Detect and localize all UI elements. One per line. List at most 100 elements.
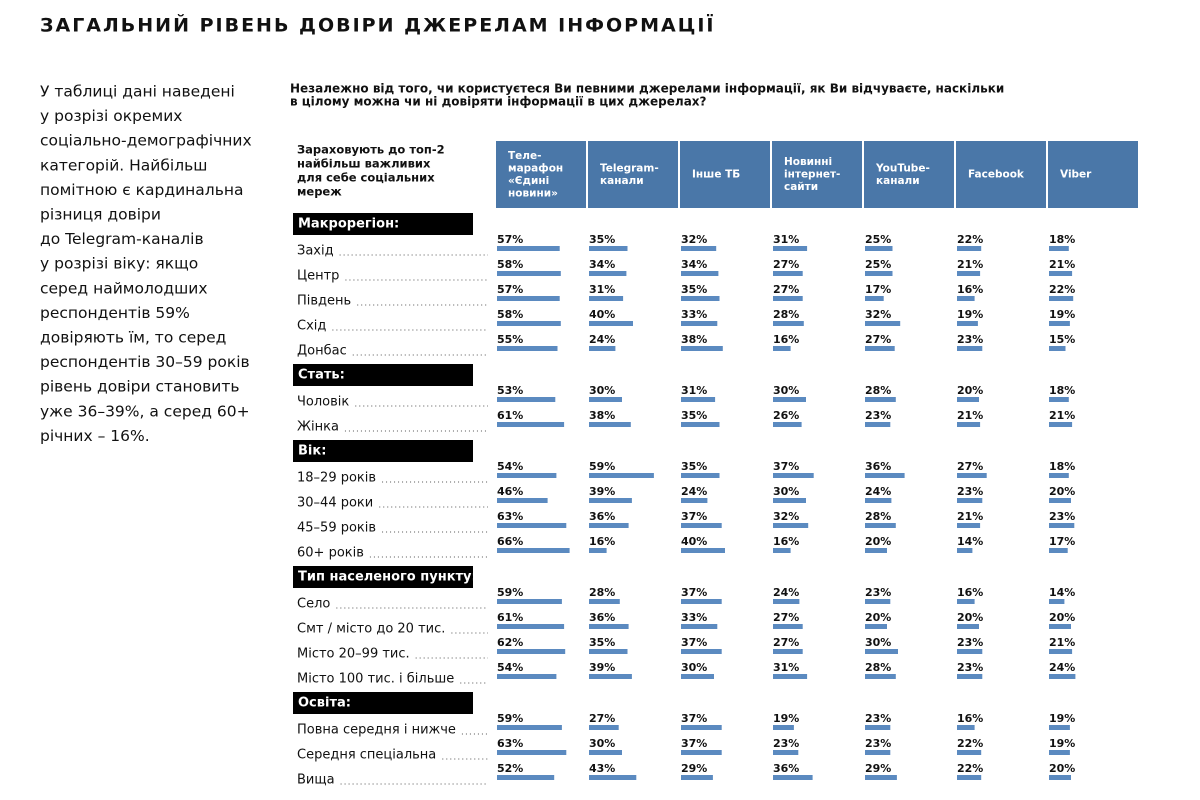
row-label: 60+ років bbox=[297, 546, 364, 561]
value-label: 35% bbox=[681, 460, 707, 473]
value-label: 23% bbox=[957, 636, 983, 649]
bar bbox=[497, 246, 560, 251]
value-label: 20% bbox=[1049, 485, 1075, 498]
value-label: 38% bbox=[681, 333, 707, 346]
row-label: Чоловік bbox=[297, 395, 349, 410]
value-label: 35% bbox=[681, 283, 707, 296]
bar bbox=[589, 271, 627, 276]
bar bbox=[1049, 321, 1070, 326]
value-label: 23% bbox=[865, 712, 891, 725]
bar bbox=[865, 296, 884, 301]
value-label: 28% bbox=[865, 510, 891, 523]
value-label: 55% bbox=[497, 333, 523, 346]
bar bbox=[497, 523, 567, 528]
column-header bbox=[680, 141, 770, 208]
intro-line: респондентів 59% bbox=[40, 304, 190, 322]
bar bbox=[773, 750, 799, 755]
row-label: Смт / місто до 20 тис. bbox=[297, 622, 445, 637]
bar bbox=[957, 346, 983, 351]
value-label: 31% bbox=[681, 384, 707, 397]
bar bbox=[497, 422, 565, 427]
bar bbox=[589, 523, 629, 528]
bar bbox=[589, 548, 607, 553]
value-label: 59% bbox=[497, 586, 523, 599]
column-header-text: канали bbox=[600, 175, 644, 187]
column-header bbox=[956, 141, 1046, 208]
bar bbox=[589, 397, 622, 402]
bar bbox=[497, 271, 561, 276]
bar bbox=[497, 498, 548, 503]
bar bbox=[681, 473, 720, 478]
value-label: 61% bbox=[497, 409, 523, 422]
bar bbox=[681, 674, 714, 679]
bar bbox=[589, 321, 633, 326]
bar bbox=[773, 473, 814, 478]
value-label: 25% bbox=[865, 258, 891, 271]
value-label: 28% bbox=[865, 661, 891, 674]
column-header-text: сайти bbox=[784, 181, 818, 193]
bar bbox=[589, 422, 631, 427]
value-label: 14% bbox=[957, 535, 983, 548]
bar bbox=[589, 725, 619, 730]
value-label: 40% bbox=[681, 535, 707, 548]
bar bbox=[1049, 498, 1071, 503]
value-label: 27% bbox=[865, 333, 891, 346]
bar bbox=[865, 422, 891, 427]
bar bbox=[773, 624, 803, 629]
value-label: 46% bbox=[497, 485, 523, 498]
row-label: Донбас bbox=[297, 344, 347, 359]
bar bbox=[773, 548, 791, 553]
row-label: Село bbox=[297, 597, 330, 612]
column-header-text: Новинні bbox=[784, 156, 832, 168]
bar bbox=[497, 624, 565, 629]
bar bbox=[957, 674, 983, 679]
row-label: 30–44 роки bbox=[297, 496, 373, 511]
group-header bbox=[293, 440, 473, 462]
bar bbox=[497, 321, 561, 326]
value-label: 15% bbox=[1049, 333, 1075, 346]
value-label: 20% bbox=[957, 384, 983, 397]
value-label: 22% bbox=[957, 233, 983, 246]
value-label: 23% bbox=[957, 333, 983, 346]
row-label: Повна середня і нижче bbox=[297, 723, 456, 738]
column-header-text: канали bbox=[876, 175, 920, 187]
bar bbox=[497, 775, 555, 780]
value-label: 30% bbox=[865, 636, 891, 649]
bar bbox=[1049, 750, 1070, 755]
bar bbox=[865, 548, 887, 553]
value-label: 16% bbox=[773, 333, 799, 346]
value-label: 17% bbox=[1049, 535, 1075, 548]
value-label: 19% bbox=[773, 712, 799, 725]
value-label: 23% bbox=[865, 737, 891, 750]
value-label: 39% bbox=[589, 661, 615, 674]
bar bbox=[497, 649, 566, 654]
bar bbox=[681, 397, 716, 402]
value-label: 21% bbox=[1049, 258, 1075, 271]
bar bbox=[865, 599, 891, 604]
value-label: 32% bbox=[865, 308, 891, 321]
row-label: Захід bbox=[297, 244, 334, 259]
value-label: 66% bbox=[497, 535, 523, 548]
group-label: Стать: bbox=[298, 368, 345, 383]
value-label: 30% bbox=[773, 384, 799, 397]
column-header-text: Telegram- bbox=[600, 162, 659, 174]
value-label: 18% bbox=[1049, 233, 1075, 246]
bar bbox=[865, 775, 897, 780]
column-header bbox=[1048, 141, 1138, 208]
value-label: 14% bbox=[1049, 586, 1075, 599]
bar bbox=[773, 346, 791, 351]
value-label: 36% bbox=[589, 510, 615, 523]
value-label: 57% bbox=[497, 283, 523, 296]
bar bbox=[589, 296, 624, 301]
value-label: 30% bbox=[589, 737, 615, 750]
value-label: 36% bbox=[589, 611, 615, 624]
bar bbox=[497, 750, 567, 755]
value-label: 21% bbox=[957, 258, 983, 271]
bar bbox=[865, 750, 891, 755]
value-label: 35% bbox=[589, 233, 615, 246]
bar bbox=[589, 346, 616, 351]
bar bbox=[957, 548, 973, 553]
bar bbox=[957, 321, 978, 326]
column-header-text: Теле- bbox=[508, 150, 541, 162]
